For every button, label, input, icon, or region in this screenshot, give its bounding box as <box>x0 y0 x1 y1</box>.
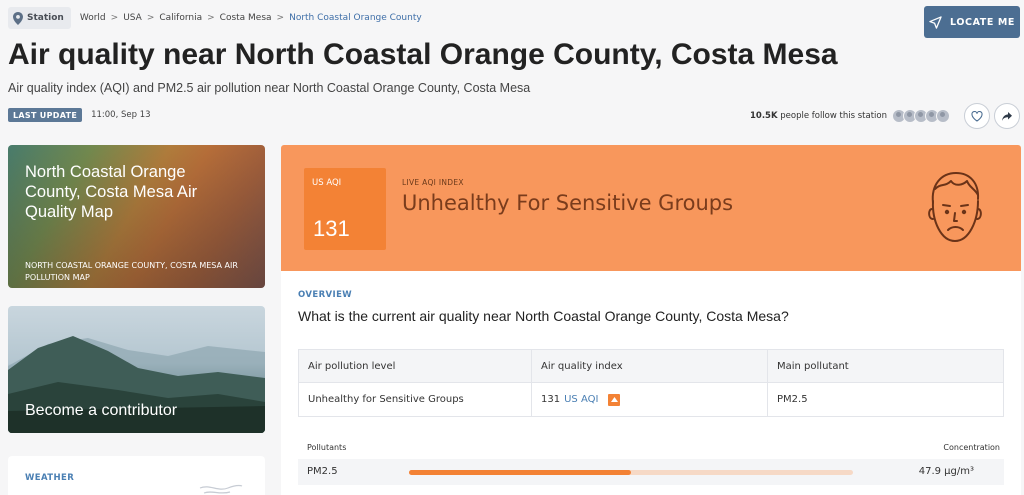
breadcrumb-current: North Coastal Orange County <box>289 13 422 23</box>
aqi-cell-value: 131 <box>541 394 561 405</box>
aqi-cell: 131 US AQI <box>532 383 768 416</box>
mountain-landscape-image <box>8 336 265 433</box>
last-update-badge: LAST UPDATE <box>8 108 83 122</box>
aqi-trend-icon <box>608 393 621 406</box>
list-item: PM2.5 47.9 µg/m³ <box>298 459 1004 485</box>
header-aqi: Air quality index <box>532 350 768 382</box>
concentration-header: Concentration <box>943 443 1000 452</box>
overview-label: OVERVIEW <box>298 290 353 300</box>
sad-face-icon <box>928 172 982 242</box>
station-tag: Station <box>8 7 71 29</box>
map-card-title: North Coastal Orange County, Costa Mesa … <box>25 163 198 221</box>
followers-count: 10.5K <box>749 111 778 121</box>
breadcrumb-world[interactable]: World <box>79 13 106 23</box>
pollutant-level-bar <box>409 470 853 475</box>
navigation-arrow-icon <box>929 15 942 29</box>
header-main-pollutant: Main pollutant <box>777 360 849 372</box>
breadcrumb-costa-mesa[interactable]: Costa Mesa <box>219 13 272 23</box>
follower-avatars <box>892 109 950 123</box>
contributor-card-label: Become a contributor <box>25 402 178 419</box>
main-pollutant-value: PM2.5 <box>777 394 808 405</box>
table-header-row: Air pollution level Air quality index Ma… <box>299 350 1003 383</box>
aqi-unit-link[interactable]: US AQI <box>564 394 599 405</box>
live-aqi-panel: US AQI 131 LIVE AQI INDEX Unhealthy For … <box>281 145 1021 271</box>
aqi-status: Unhealthy For Sensitive Groups <box>402 191 734 215</box>
aqi-value-box: US AQI 131 <box>304 168 386 250</box>
last-update-time: 11:00, Sep 13 <box>91 110 151 120</box>
pollutant-name: PM2.5 <box>307 466 338 477</box>
weather-label: WEATHER <box>25 473 75 483</box>
breadcrumb-california[interactable]: California <box>159 13 203 23</box>
last-update-row: LAST UPDATE 11:00, Sep 13 <box>8 108 151 122</box>
aqi-box-label: US AQI <box>312 178 342 188</box>
header-pollution-level: Air pollution level <box>299 350 532 382</box>
map-card-subtitle: NORTH COASTAL ORANGE COUNTY, COSTA MESA … <box>25 261 238 282</box>
locate-me-button[interactable]: LOCATE ME <box>924 6 1020 38</box>
pollution-level-value: Unhealthy for Sensitive Groups <box>299 383 532 416</box>
overview-section: OVERVIEW What is the current air quality… <box>281 271 1021 495</box>
table-row: Unhealthy for Sensitive Groups 131 US AQ… <box>299 383 1003 416</box>
pollutants-header: Pollutants <box>307 443 347 452</box>
breadcrumb-usa[interactable]: USA <box>123 13 142 23</box>
heart-icon <box>971 110 983 122</box>
aqi-value: 131 <box>313 216 350 241</box>
avatar <box>925 109 939 123</box>
followers-label: people follow this station <box>780 111 887 121</box>
page-title: Air quality near North Coastal Orange Co… <box>8 38 838 71</box>
wind-icon <box>199 484 243 494</box>
overview-question: What is the current air quality near Nor… <box>298 308 789 324</box>
page-subtitle: Air quality index (AQI) and PM2.5 air po… <box>8 81 531 95</box>
live-aqi-label: LIVE AQI INDEX <box>402 178 464 187</box>
locate-me-label: LOCATE ME <box>950 16 1015 28</box>
contributor-card[interactable]: Become a contributor <box>8 306 265 433</box>
follow-button[interactable] <box>964 103 990 129</box>
share-arrow-icon <box>1002 111 1012 121</box>
weather-card: WEATHER <box>8 456 265 495</box>
avatar <box>936 109 950 123</box>
station-tag-label: Station <box>27 13 64 23</box>
followers-text: 10.5K people follow this station <box>750 111 887 121</box>
pollutant-concentration: 47.9 µg/m³ <box>918 466 974 477</box>
air-quality-map-card[interactable]: North Coastal Orange County, Costa Mesa … <box>8 145 265 288</box>
pollutant-level-fill <box>409 470 631 475</box>
breadcrumb: Station World > USA > California > Costa Me… <box>8 7 422 29</box>
location-pin-icon <box>13 11 23 25</box>
overview-table: Air pollution level Air quality index Ma… <box>298 349 1004 417</box>
share-button[interactable] <box>994 103 1020 129</box>
follow-row: 10.5K people follow this station <box>750 103 1020 129</box>
